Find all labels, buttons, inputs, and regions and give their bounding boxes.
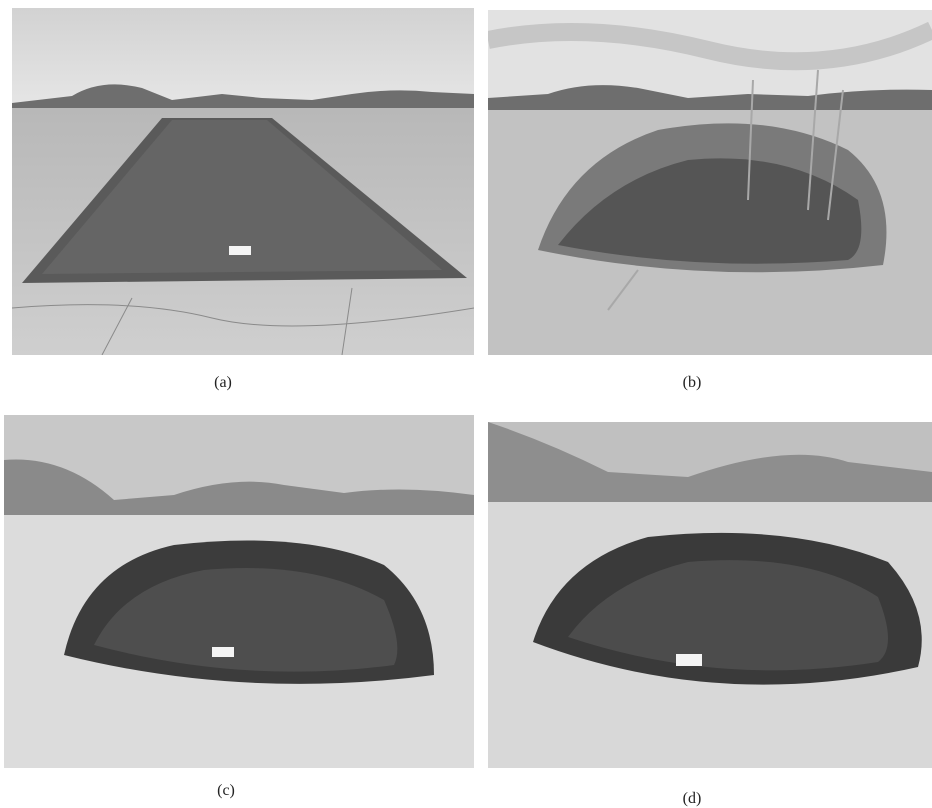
panel-label: (d) <box>683 790 702 808</box>
photo-b <box>488 10 932 355</box>
panel-label: (b) <box>683 374 702 392</box>
photo-d <box>488 422 932 768</box>
photo-a <box>12 8 474 355</box>
figure: (a) (b) (c) (d) <box>0 0 932 808</box>
panel-label: (c) <box>217 782 235 800</box>
photo-c <box>4 415 474 768</box>
panel-label: (a) <box>214 374 232 392</box>
